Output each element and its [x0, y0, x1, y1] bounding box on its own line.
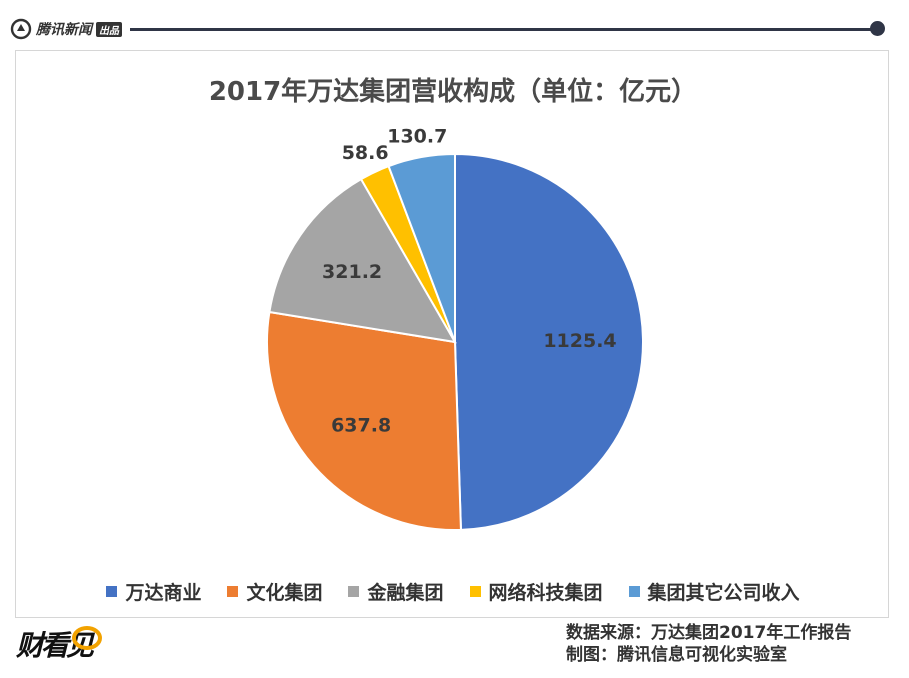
pie-slice-2 [266, 310, 462, 531]
header-dot [870, 21, 885, 36]
legend-label: 文化集团 [246, 582, 323, 604]
chart-frame: 2017年万达集团营收构成（单位：亿元） 1125.4 637.8 321.2 58.… [15, 50, 889, 618]
legend-label: 网络科技集团 [488, 582, 603, 604]
legend-item-3: 金融集团 [348, 578, 444, 605]
pie-slice-5 [387, 152, 456, 343]
data-label-2: 637.8 [331, 415, 391, 437]
pie-slice-3 [268, 177, 457, 344]
footer-logo-mark-icon [72, 626, 102, 650]
legend-label: 集团其它公司收入 [647, 582, 800, 604]
legend-item-5: 集团其它公司收入 [628, 578, 800, 605]
tencent-news-logo-icon [10, 18, 32, 40]
data-label-1: 1125.4 [543, 330, 616, 352]
footer-logo: 财看见 [16, 620, 106, 664]
brand-tag: 出品 [96, 21, 122, 37]
source-note: 数据来源：万达集团2017年工作报告 制图：腾讯信息可视化实验室 [566, 622, 851, 666]
legend: 万达商业 文化集团 金融集团 网络科技集团 集团其它公司收入 [16, 578, 890, 605]
legend-label: 万达商业 [125, 582, 202, 604]
header-bar: 腾讯新闻 出品 [0, 0, 909, 44]
brand: 腾讯新闻 出品 [10, 18, 122, 40]
legend-swatch [469, 586, 481, 597]
data-label-4: 58.6 [342, 142, 389, 164]
legend-swatch [227, 586, 239, 597]
legend-item-2: 文化集团 [227, 578, 322, 605]
legend-label: 金融集团 [367, 582, 444, 604]
header-rule [130, 28, 875, 31]
credit-line: 制图：腾讯信息可视化实验室 [566, 645, 787, 665]
legend-item-4: 网络科技集团 [469, 578, 603, 605]
pie-slice-1 [454, 152, 644, 531]
data-label-3: 321.2 [322, 261, 382, 283]
chart-title: 2017年万达集团营收构成（单位：亿元） [208, 77, 698, 107]
brand-name: 腾讯新闻 [36, 22, 92, 38]
data-label-5: 130.7 [387, 125, 447, 147]
legend-swatch [106, 586, 118, 597]
legend-item-1: 万达商业 [106, 578, 201, 605]
source-line: 数据来源：万达集团2017年工作报告 [566, 623, 852, 643]
legend-swatch [348, 586, 360, 597]
legend-swatch [628, 586, 640, 597]
